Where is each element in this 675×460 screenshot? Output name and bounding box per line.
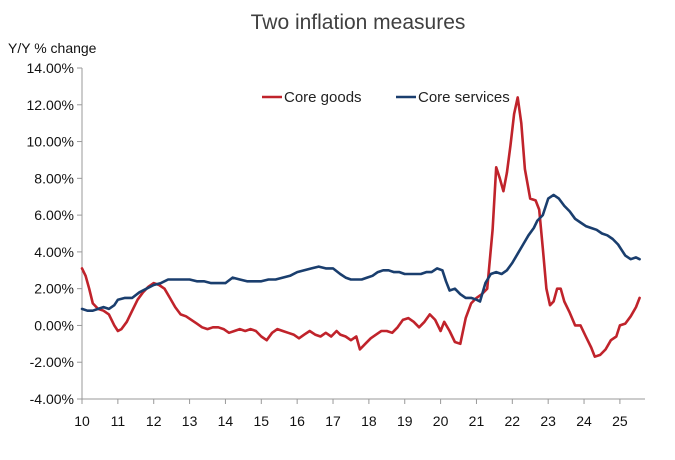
x-tick-label: 16 — [289, 413, 305, 429]
y-tick-label: 2.00% — [34, 281, 74, 297]
series-line-core-services — [80, 193, 641, 312]
x-tick-label: 11 — [111, 413, 126, 429]
series-line-core-goods — [80, 96, 641, 358]
y-tick-label: 10.00% — [27, 134, 74, 150]
x-tick-label: 13 — [182, 413, 198, 429]
legend-label-core-goods: Core goods — [284, 89, 362, 106]
chart-title: Two inflation measures — [251, 11, 466, 34]
x-tick-label: 21 — [469, 413, 485, 429]
x-tick-label: 18 — [361, 413, 377, 429]
y-tick-label: 12.00% — [27, 97, 74, 113]
y-axis: 14.00% 12.00% 10.00% 8.00% 6.00% 4.00% 2.00% 0.… — [27, 60, 83, 407]
y-tick-label: -4.00% — [30, 391, 74, 407]
y-axis-label: Y/Y % change — [8, 40, 97, 56]
x-tick-label: 22 — [505, 413, 521, 429]
y-tick-label: 14.00% — [27, 60, 74, 76]
x-tick-label: 14 — [218, 413, 234, 429]
x-tick-label: 25 — [612, 413, 628, 429]
x-tick-label: 24 — [576, 413, 592, 429]
x-tick-label: 17 — [325, 413, 341, 429]
y-tick-label: 0.00% — [34, 317, 74, 333]
y-tick-label: 6.00% — [34, 207, 74, 223]
legend-label-core-services: Core services — [418, 89, 510, 106]
x-axis: 10 11 12 13 14 15 16 17 18 19 20 21 22 23 24 25 — [74, 398, 645, 429]
x-tick-label: 20 — [433, 413, 449, 429]
series-layer — [80, 96, 641, 358]
y-tick-label: -2.00% — [30, 354, 74, 370]
x-tick-label: 23 — [540, 413, 556, 429]
x-tick-label: 12 — [146, 413, 162, 429]
legend: Core goods Core services — [262, 89, 510, 106]
y-tick-label: 8.00% — [34, 170, 74, 186]
x-tick-label: 10 — [74, 413, 90, 429]
x-tick-label: 19 — [397, 413, 413, 429]
y-tick-label: 4.00% — [34, 244, 74, 260]
x-tick-label: 15 — [254, 413, 270, 429]
